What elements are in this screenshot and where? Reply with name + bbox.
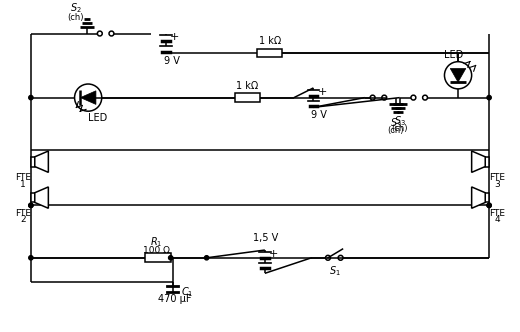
Bar — [146, 253, 171, 262]
Polygon shape — [35, 187, 48, 208]
Text: +: + — [170, 33, 179, 42]
Text: 1: 1 — [20, 180, 26, 189]
Text: $S_3$: $S_3$ — [394, 114, 406, 128]
Text: $S_1$: $S_1$ — [329, 265, 341, 278]
Text: 100 Ω: 100 Ω — [142, 246, 170, 255]
Text: FTE: FTE — [15, 173, 31, 182]
Text: LED: LED — [88, 113, 108, 123]
Text: 9 V: 9 V — [164, 56, 179, 66]
Bar — [485, 157, 489, 167]
Polygon shape — [450, 68, 466, 82]
Circle shape — [487, 203, 491, 208]
Text: FTE: FTE — [489, 173, 505, 182]
Bar — [31, 193, 35, 203]
Polygon shape — [81, 91, 96, 104]
Text: (ch): (ch) — [388, 126, 404, 135]
Circle shape — [487, 203, 491, 208]
Text: 1 kΩ: 1 kΩ — [236, 81, 258, 91]
Circle shape — [29, 96, 33, 100]
Circle shape — [168, 256, 173, 260]
Text: (ch): (ch) — [392, 124, 408, 133]
Text: FTE: FTE — [489, 208, 505, 218]
Text: LED: LED — [444, 50, 463, 60]
Text: $S_3$: $S_3$ — [390, 116, 402, 130]
Bar — [257, 48, 282, 57]
Text: FTE: FTE — [15, 208, 31, 218]
Text: (ch): (ch) — [67, 13, 84, 22]
Bar — [485, 193, 489, 203]
Text: 9 V: 9 V — [311, 110, 327, 120]
Polygon shape — [472, 187, 485, 208]
Polygon shape — [472, 151, 485, 172]
Circle shape — [487, 96, 491, 100]
Text: +: + — [269, 249, 278, 259]
Text: +: + — [317, 87, 327, 97]
Circle shape — [29, 256, 33, 260]
Text: $C_1$: $C_1$ — [181, 285, 194, 299]
Polygon shape — [35, 151, 48, 172]
Circle shape — [204, 256, 209, 260]
Text: 1,5 V: 1,5 V — [253, 233, 278, 243]
Text: 470 μF: 470 μF — [158, 293, 191, 303]
Text: 4: 4 — [494, 215, 500, 224]
Text: 2: 2 — [20, 215, 26, 224]
Text: $R_1$: $R_1$ — [150, 235, 162, 249]
Circle shape — [29, 203, 33, 208]
Bar — [235, 93, 260, 102]
Text: 3: 3 — [494, 180, 500, 189]
Bar — [31, 157, 35, 167]
Circle shape — [29, 203, 33, 208]
Text: $S_2$: $S_2$ — [70, 1, 82, 15]
Text: 1 kΩ: 1 kΩ — [258, 36, 281, 46]
